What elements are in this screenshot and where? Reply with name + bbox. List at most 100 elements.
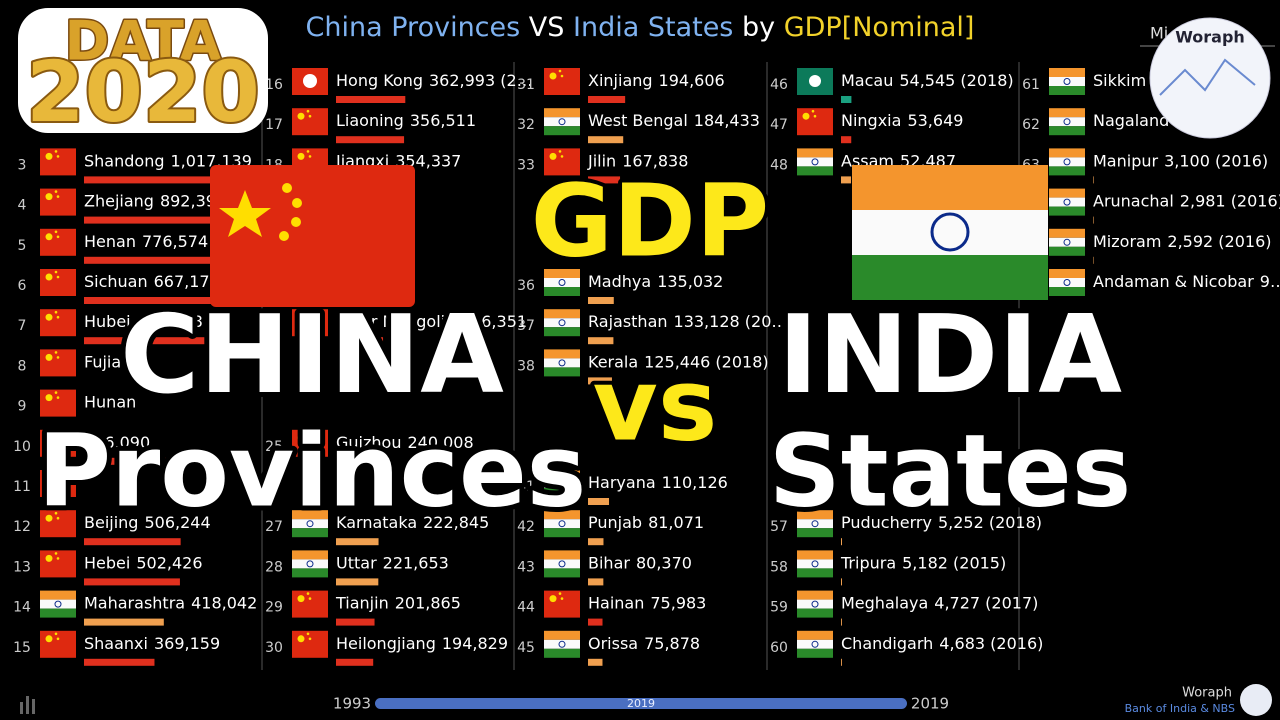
row-value: 4,727 (2017) <box>934 593 1038 612</box>
row-label: Kerala 125,446 (2018) <box>588 352 769 371</box>
row-label: Tripura 5,182 (2015) <box>840 553 1006 572</box>
timeline-current: 2019 <box>627 697 655 710</box>
row-value: 362,993 (2… <box>429 71 533 90</box>
row-value: 418,042 <box>191 593 257 612</box>
flag-band <box>797 510 833 520</box>
rank: 43 <box>517 559 535 575</box>
row-label: Orissa 75,878 <box>588 633 700 652</box>
flag-field <box>292 309 328 337</box>
flag-field <box>40 470 76 497</box>
row-name: Liaoning <box>336 111 404 130</box>
flag-band <box>1049 206 1085 216</box>
row-value: 9… <box>1260 272 1280 291</box>
rank: 38 <box>517 358 535 374</box>
flag-wheel <box>558 560 566 568</box>
logo-graph <box>1159 58 1256 96</box>
row: 46 Macau 54,545 (2018) <box>770 68 1014 103</box>
row-label: Maharashtra 418,042 <box>84 593 257 612</box>
flag-star <box>292 198 302 208</box>
flag-band <box>797 157 833 167</box>
row: 33 Jilin 167,838 <box>517 148 688 184</box>
flag-star <box>54 230 58 234</box>
timeline-start: 1993 <box>333 695 371 713</box>
bar <box>588 297 614 304</box>
bar <box>1093 176 1094 184</box>
corner-label: Mi <box>1150 24 1168 43</box>
flag-band <box>852 255 1048 300</box>
bar <box>84 457 189 465</box>
flag-star <box>56 436 60 440</box>
row-value: 125,446 (2018) <box>644 352 768 371</box>
flag-star <box>54 391 58 394</box>
row: 32 West Bengal 184,433 <box>517 108 760 144</box>
bar <box>336 136 405 144</box>
row-name: Shandong <box>84 151 164 170</box>
row: 16 Hong Kong 362,993 (2… <box>265 68 533 103</box>
flag-star <box>45 434 53 442</box>
overlay-line: Provinces <box>38 412 587 529</box>
row-value: 546,090 <box>84 432 150 451</box>
flag-band <box>1049 287 1085 296</box>
rank: 31 <box>517 77 535 93</box>
bar <box>84 658 155 666</box>
flag-wheel <box>811 520 819 528</box>
row-label: Punjab 81,071 <box>588 513 704 532</box>
row-label: Hebei 502,426 <box>84 553 203 572</box>
flag-band <box>1049 157 1085 167</box>
row: 12 Beijing 506,244 <box>13 510 211 546</box>
row-label: Fujian <box>84 352 131 371</box>
flag-star <box>306 592 310 595</box>
row-name: Manipur <box>1093 151 1158 170</box>
row: 57 Puducherry 5,252 (2018) <box>770 510 1042 546</box>
flag-field <box>544 68 580 95</box>
bar <box>588 538 604 546</box>
row-name: Shaanxi <box>84 633 148 652</box>
flag-star <box>56 516 60 520</box>
row-label: 546,090 <box>84 432 150 451</box>
bar <box>588 658 603 666</box>
badge-year: 2020 <box>26 43 260 141</box>
flag-band <box>544 639 580 649</box>
bar <box>84 176 279 184</box>
flag-star <box>56 235 60 239</box>
flag-field <box>40 228 76 256</box>
flag-band <box>797 519 833 529</box>
row-name: Orissa <box>588 633 638 652</box>
flag-wheel <box>558 279 566 286</box>
flag-star <box>56 315 60 319</box>
flag-wheel <box>558 520 566 528</box>
flag-field <box>544 148 580 176</box>
bar <box>841 538 843 546</box>
flag-star <box>291 217 301 227</box>
flag-wheel <box>1063 238 1071 246</box>
rank: 11 <box>13 479 31 495</box>
rank: 29 <box>265 600 283 616</box>
flag-band <box>544 287 580 296</box>
flag-band <box>1049 148 1085 158</box>
rank: 14 <box>13 600 31 616</box>
row: 31 Xinjiang 194,606 <box>517 68 725 103</box>
bar <box>588 96 626 103</box>
row: 13 Hebei 502,426 <box>13 550 203 586</box>
row-name: Inner Mongolia <box>336 312 455 331</box>
flag-band <box>852 165 1048 210</box>
flag-wheel <box>1063 158 1071 166</box>
flag-band <box>797 630 833 640</box>
bar <box>336 578 379 586</box>
badge-top: DATA <box>65 10 222 73</box>
bar <box>841 578 842 586</box>
bar <box>588 377 612 385</box>
rank: 48 <box>770 157 788 173</box>
row-name: Bihar <box>588 553 630 572</box>
flag-star <box>297 152 305 160</box>
timeline-bar[interactable] <box>375 698 907 709</box>
row-value: 133,128 (20… <box>674 312 788 331</box>
row-name: Haryana <box>588 473 656 492</box>
rank: 6 <box>18 278 27 294</box>
rank: 30 <box>265 640 283 656</box>
flag-star <box>45 514 53 522</box>
row-label: Chandigarh 4,683 (2016) <box>841 633 1043 652</box>
rank: 61 <box>1022 77 1040 93</box>
row: 58 Tripura 5,182 (2015) <box>770 550 1006 586</box>
